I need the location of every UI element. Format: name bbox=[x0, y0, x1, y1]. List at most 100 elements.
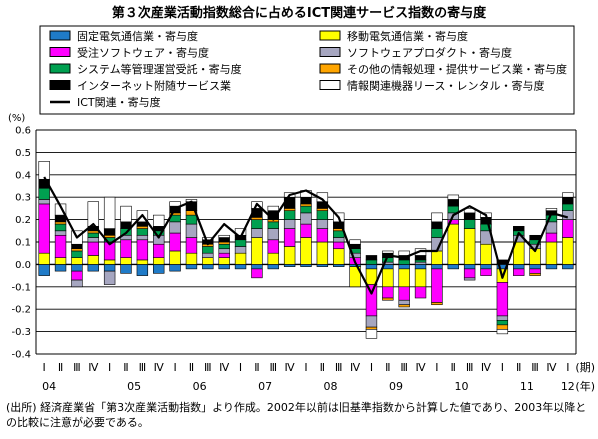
bar-segment-s4-p2 bbox=[54, 230, 67, 236]
bar-segment-s2-p9 bbox=[169, 250, 181, 265]
legend-label-1: 固定電気通信業・寄与度 bbox=[77, 29, 198, 43]
x-quarter-label-20: Ⅳ bbox=[350, 361, 361, 374]
bar-segment-s1-p10 bbox=[185, 264, 198, 270]
ict-line bbox=[43, 176, 569, 295]
bar-segment-s5-p24 bbox=[414, 259, 427, 263]
bar-segment-s7-p5 bbox=[103, 228, 116, 236]
bar-segment-s4-p29 bbox=[496, 315, 509, 321]
bar-segment-s3-p12 bbox=[218, 252, 230, 258]
y-tick-label-9: -0.2 bbox=[11, 305, 31, 316]
bar-segment-s2-p15 bbox=[267, 252, 279, 265]
x-year-label-2: 05 bbox=[127, 380, 141, 393]
bar-segment-s2-p3 bbox=[71, 257, 83, 265]
bar-segment-s2-p23 bbox=[398, 268, 410, 288]
bar-segment-s7-p12 bbox=[218, 237, 230, 243]
bar-segment-s8-p6 bbox=[120, 205, 132, 223]
bar-segment-s3-p18 bbox=[316, 228, 329, 243]
x-quarter-label-31: Ⅲ bbox=[531, 361, 539, 374]
bar-segment-s3-p25 bbox=[431, 268, 443, 303]
bar-segment-s7-p7 bbox=[136, 221, 149, 227]
bar-segment-s1-p20 bbox=[349, 264, 361, 267]
x-quarter-label-13: Ⅰ bbox=[239, 361, 242, 374]
bar-segment-s7-p17 bbox=[300, 196, 312, 205]
y-tick-label-2: 0.5 bbox=[15, 148, 31, 159]
x-year-label-7: 10 bbox=[454, 380, 468, 393]
bar-segment-s1-p9 bbox=[169, 264, 181, 272]
bar-segment-s6-p14 bbox=[251, 217, 263, 220]
bar-segment-s5-p7 bbox=[136, 228, 149, 236]
bar-segment-s6-p31 bbox=[529, 273, 541, 276]
bar-segment-s8-p1 bbox=[38, 161, 50, 180]
bar-segment-s1-p17 bbox=[300, 264, 312, 267]
bar-segment-s2-p1 bbox=[38, 252, 50, 265]
x-year-label-8: 11 bbox=[520, 380, 534, 393]
x-quarter-label-9: Ⅰ bbox=[173, 361, 176, 374]
bar-segment-s5-p1 bbox=[38, 187, 50, 200]
x-quarter-label-32: Ⅳ bbox=[546, 361, 557, 374]
legend-swatch-3 bbox=[49, 47, 71, 57]
bar-segment-s6-p29 bbox=[496, 324, 509, 330]
bar-segment-s3-p14 bbox=[251, 268, 263, 279]
x-quarter-label-17: Ⅰ bbox=[304, 361, 307, 374]
bar-segment-s1-p24 bbox=[414, 264, 427, 270]
bar-segment-s6-p12 bbox=[218, 241, 230, 245]
bar-segment-s6-p17 bbox=[300, 203, 312, 207]
y-tick-label-3: 0.4 bbox=[15, 170, 31, 181]
bar-segment-s2-p22 bbox=[382, 268, 394, 288]
bar-segment-s5-p23 bbox=[398, 259, 410, 265]
bar-segment-s5-p25 bbox=[431, 228, 443, 238]
bar-segment-s4-p27 bbox=[463, 277, 476, 281]
bar-segment-s5-p15 bbox=[267, 221, 279, 229]
bar-segment-s1-p15 bbox=[267, 264, 279, 270]
legend-swatch-8 bbox=[319, 80, 341, 90]
x-quarter-label-7: Ⅲ bbox=[139, 361, 147, 374]
bar-segment-s2-p26 bbox=[447, 223, 459, 265]
x-quarter-label-14: Ⅱ bbox=[254, 361, 259, 374]
bar-segment-s2-p12 bbox=[218, 257, 230, 265]
x-quarter-label-26: Ⅱ bbox=[451, 361, 456, 374]
x-quarter-label-15: Ⅲ bbox=[269, 361, 277, 374]
source-note: (出所) 経済産業省「第3次産業活動指数」より作成。2002年以前は旧基準指数か… bbox=[6, 401, 587, 429]
bar-segment-s1-p6 bbox=[120, 264, 132, 274]
legend-swatch-4 bbox=[319, 47, 341, 57]
bar-segment-s4-p12 bbox=[218, 248, 230, 254]
bar-segment-s5-p19 bbox=[333, 230, 345, 238]
y-tick-label-4: 0.3 bbox=[15, 193, 31, 204]
bar-segment-s1-p18 bbox=[316, 264, 329, 267]
bar-segment-s7-p3 bbox=[71, 243, 83, 250]
bar-segment-s4-p17 bbox=[300, 212, 312, 225]
bar-segment-s4-p15 bbox=[267, 228, 279, 241]
y-tick-label-10: -0.3 bbox=[11, 327, 31, 338]
bar-segment-s8-p27 bbox=[463, 208, 476, 214]
bar-segment-s3-p4 bbox=[87, 241, 99, 256]
bar-segment-s3-p30 bbox=[513, 268, 525, 276]
legend-swatch-1 bbox=[49, 30, 71, 41]
x-year-label-6: 09 bbox=[389, 380, 403, 393]
bar-segment-s1-p8 bbox=[153, 264, 165, 274]
bar-segment-s8-p22 bbox=[382, 250, 394, 254]
x-quarter-label-28: Ⅳ bbox=[481, 361, 492, 374]
bar-segment-s6-p5 bbox=[103, 234, 116, 238]
bar-segment-s4-p19 bbox=[333, 237, 345, 243]
x-quarter-label-5: Ⅰ bbox=[108, 361, 111, 374]
bar-segment-s3-p23 bbox=[398, 286, 410, 301]
bar-segment-s1-p3 bbox=[71, 264, 83, 272]
x-quarter-label-10: Ⅱ bbox=[189, 361, 194, 374]
bar-segment-s3-p31 bbox=[529, 268, 541, 274]
bar-segment-s1-p16 bbox=[283, 264, 296, 267]
bar-segment-s4-p1 bbox=[38, 199, 50, 205]
x-quarter-label-24: Ⅳ bbox=[415, 361, 426, 374]
bar-segment-s3-p7 bbox=[136, 239, 149, 261]
bar-segment-s5-p16 bbox=[283, 210, 296, 220]
bar-segment-s1-p12 bbox=[218, 264, 230, 270]
bar-segment-s1-p7 bbox=[136, 264, 149, 276]
x-year-label-9: 12 bbox=[561, 380, 575, 393]
bar-segment-s1-p13 bbox=[234, 264, 247, 270]
bar-segment-s8-p20 bbox=[349, 239, 361, 245]
bar-segment-s5-p4 bbox=[87, 232, 99, 238]
x-quarter-label-4: Ⅳ bbox=[88, 361, 99, 374]
legend-label-5: システム等管理運営受託・寄与度 bbox=[77, 62, 242, 76]
x-quarter-label-29: Ⅰ bbox=[501, 361, 504, 374]
legend-label-2: 移動電気通信業・寄与度 bbox=[347, 29, 468, 43]
